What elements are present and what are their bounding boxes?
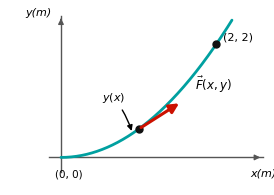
Text: $y(x)$: $y(x)$: [102, 91, 132, 129]
Text: y(m): y(m): [25, 8, 52, 18]
Text: $\vec{F}(x, y)$: $\vec{F}(x, y)$: [195, 75, 232, 95]
Text: (2, 2): (2, 2): [223, 33, 253, 43]
Text: x(m): x(m): [250, 169, 274, 179]
Text: (0, 0): (0, 0): [55, 170, 82, 180]
